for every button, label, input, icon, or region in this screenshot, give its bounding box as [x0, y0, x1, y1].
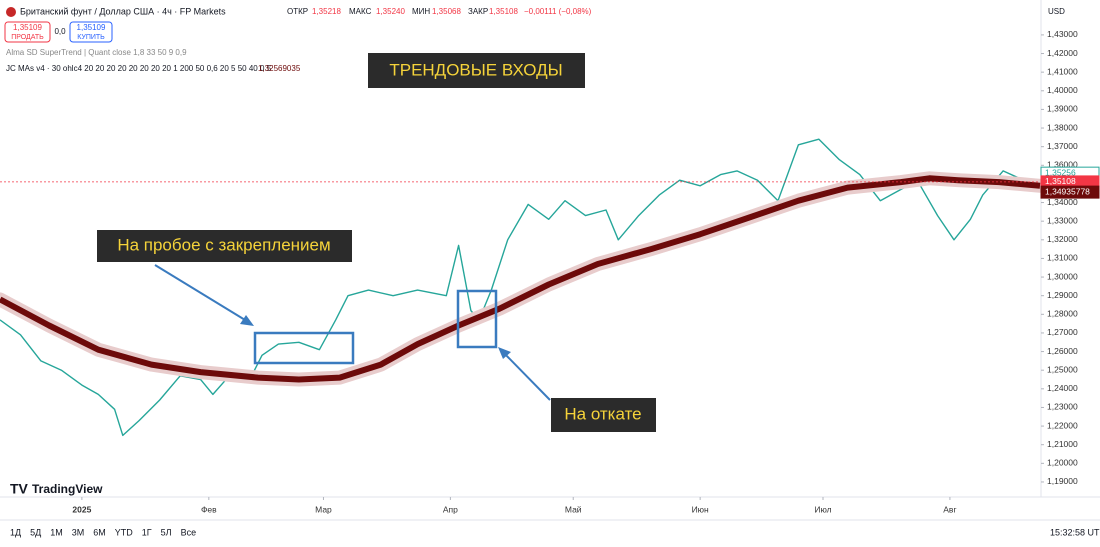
y-tick-label: 1,36000 [1047, 160, 1078, 170]
x-tick-label: Май [565, 504, 582, 514]
x-tick-label: Авг [943, 504, 956, 514]
ohlc-label: МИН [412, 7, 430, 16]
range-button[interactable]: 5Л [161, 527, 172, 537]
x-tick-label: Июл [814, 504, 831, 514]
arrowhead [498, 347, 511, 359]
range-button[interactable]: Все [181, 527, 197, 537]
y-tick-label: 1,41000 [1047, 66, 1078, 76]
y-tick-label: 1,20000 [1047, 458, 1078, 468]
range-button[interactable]: 5Д [30, 527, 41, 537]
x-tick-label: Фев [201, 504, 217, 514]
annotation-box [551, 398, 656, 432]
range-button[interactable]: 1М [50, 527, 63, 537]
arrow [501, 350, 551, 401]
y-tick-label: 1,34000 [1047, 197, 1078, 207]
ohlc-label: МАКС [349, 7, 372, 16]
y-tick-label: 1,19000 [1047, 476, 1078, 486]
y-tick-label: 1,28000 [1047, 309, 1078, 319]
range-button[interactable]: 6М [93, 527, 106, 537]
sell-price: 1,35109 [13, 23, 42, 32]
highlight-box [253, 331, 355, 365]
y-tick-label: 1,43000 [1047, 29, 1078, 39]
y-tick-label: 1,27000 [1047, 327, 1078, 337]
spread: 0,0 [54, 27, 66, 36]
buy-price: 1,35109 [77, 23, 106, 32]
range-button[interactable]: YTD [115, 527, 134, 537]
ohlc-label: ОТКР [287, 7, 308, 16]
y-tick-label: 1,39000 [1047, 104, 1078, 114]
indicator: Alma SD SuperTrend | Quant close 1,8 33 … [6, 48, 187, 57]
brand-logo: ⁠TV [10, 481, 29, 497]
y-tick-label: 1,26000 [1047, 346, 1078, 356]
y-tick-label: 1,42000 [1047, 48, 1078, 58]
currency[interactable]: USD [1048, 7, 1065, 16]
y-tick-label: 1,38000 [1047, 122, 1078, 132]
annotation: ТРЕНДОВЫЕ ВХОДЫ [389, 60, 562, 79]
y-tick-label: 1,22000 [1047, 420, 1078, 430]
moving-average [0, 175, 1041, 383]
ohlc-value: 1,35218 [312, 7, 341, 16]
annotation: На откате [564, 404, 641, 423]
ohlc-value: 1,35240 [376, 7, 405, 16]
ohlc-value: 1,35108 [489, 7, 518, 16]
price-label: 1,35108 [1045, 176, 1076, 186]
annotation: На пробое с закреплением [117, 235, 330, 254]
y-tick-label: 1,37000 [1047, 141, 1078, 151]
indicator: JC MAs v4 · 30 ohlc4 20 20 20 20 20 20 2… [6, 64, 272, 73]
price-label: 1,35256 [1045, 167, 1076, 177]
x-tick-label: Мар [315, 504, 332, 514]
ohlc-value: 1,35068 [432, 7, 461, 16]
indicator-value: 1,32569035 [258, 64, 301, 73]
x-tick-label: Апр [443, 504, 458, 514]
buy-label: КУПИТЬ [77, 34, 105, 41]
y-tick-label: 1,23000 [1047, 402, 1078, 412]
arrowhead [240, 315, 254, 326]
range-button[interactable]: 1Д [10, 527, 21, 537]
ohlc-label: ЗАКР [468, 7, 488, 16]
arrow [154, 264, 251, 324]
range-button[interactable]: 3М [72, 527, 85, 537]
y-tick-label: 1,32000 [1047, 234, 1078, 244]
range-button[interactable]: 1Г [142, 527, 152, 537]
x-tick-label: Июн [692, 504, 709, 514]
y-tick-label: 1,31000 [1047, 253, 1078, 263]
y-tick-label: 1,24000 [1047, 383, 1078, 393]
buy-button[interactable] [69, 21, 113, 43]
annotation-box [97, 230, 352, 262]
sell-button[interactable] [4, 21, 51, 43]
highlight-box [456, 289, 498, 349]
symbol-title: Британский фунт / Доллар США · 4ч · FP M… [20, 6, 226, 16]
y-tick-label: 1,40000 [1047, 85, 1078, 95]
y-tick-label: 1,33000 [1047, 215, 1078, 225]
clock: 15:32:58 UTC+3 [1050, 527, 1100, 537]
annotation-box [368, 53, 585, 88]
plot [0, 138, 1047, 437]
price-label-box [1040, 185, 1100, 199]
y-tick-label: 1,25000 [1047, 364, 1078, 374]
price-label: 1,34935778 [1045, 186, 1090, 196]
y-tick-label: 1,30000 [1047, 271, 1078, 281]
brand: TradingView [32, 482, 103, 496]
symbol-icon [6, 7, 16, 17]
y-tick-label: 1,21000 [1047, 439, 1078, 449]
sell-label: ПРОДАТЬ [11, 34, 44, 41]
y-tick-label: 1,29000 [1047, 290, 1078, 300]
x-tick-label: 2025 [72, 504, 91, 514]
change: −0,00111 (−0,08%) [524, 7, 592, 16]
